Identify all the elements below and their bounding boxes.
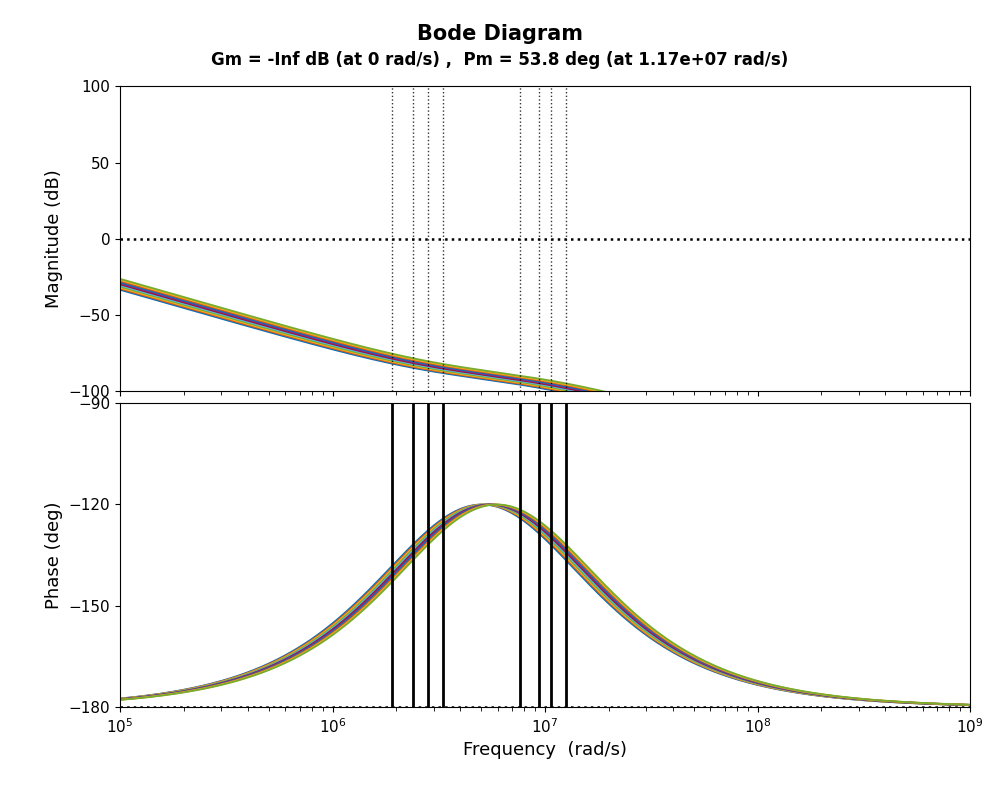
Text: Bode Diagram: Bode Diagram — [417, 24, 583, 43]
Text: Gm = -Inf dB (at 0 rad/s) ,  Pm = 53.8 deg (at 1.17e+07 rad/s): Gm = -Inf dB (at 0 rad/s) , Pm = 53.8 de… — [211, 51, 789, 69]
Y-axis label: Magnitude (dB): Magnitude (dB) — [45, 169, 63, 308]
X-axis label: Frequency  (rad/s): Frequency (rad/s) — [463, 741, 627, 759]
Y-axis label: Phase (deg): Phase (deg) — [45, 501, 63, 609]
